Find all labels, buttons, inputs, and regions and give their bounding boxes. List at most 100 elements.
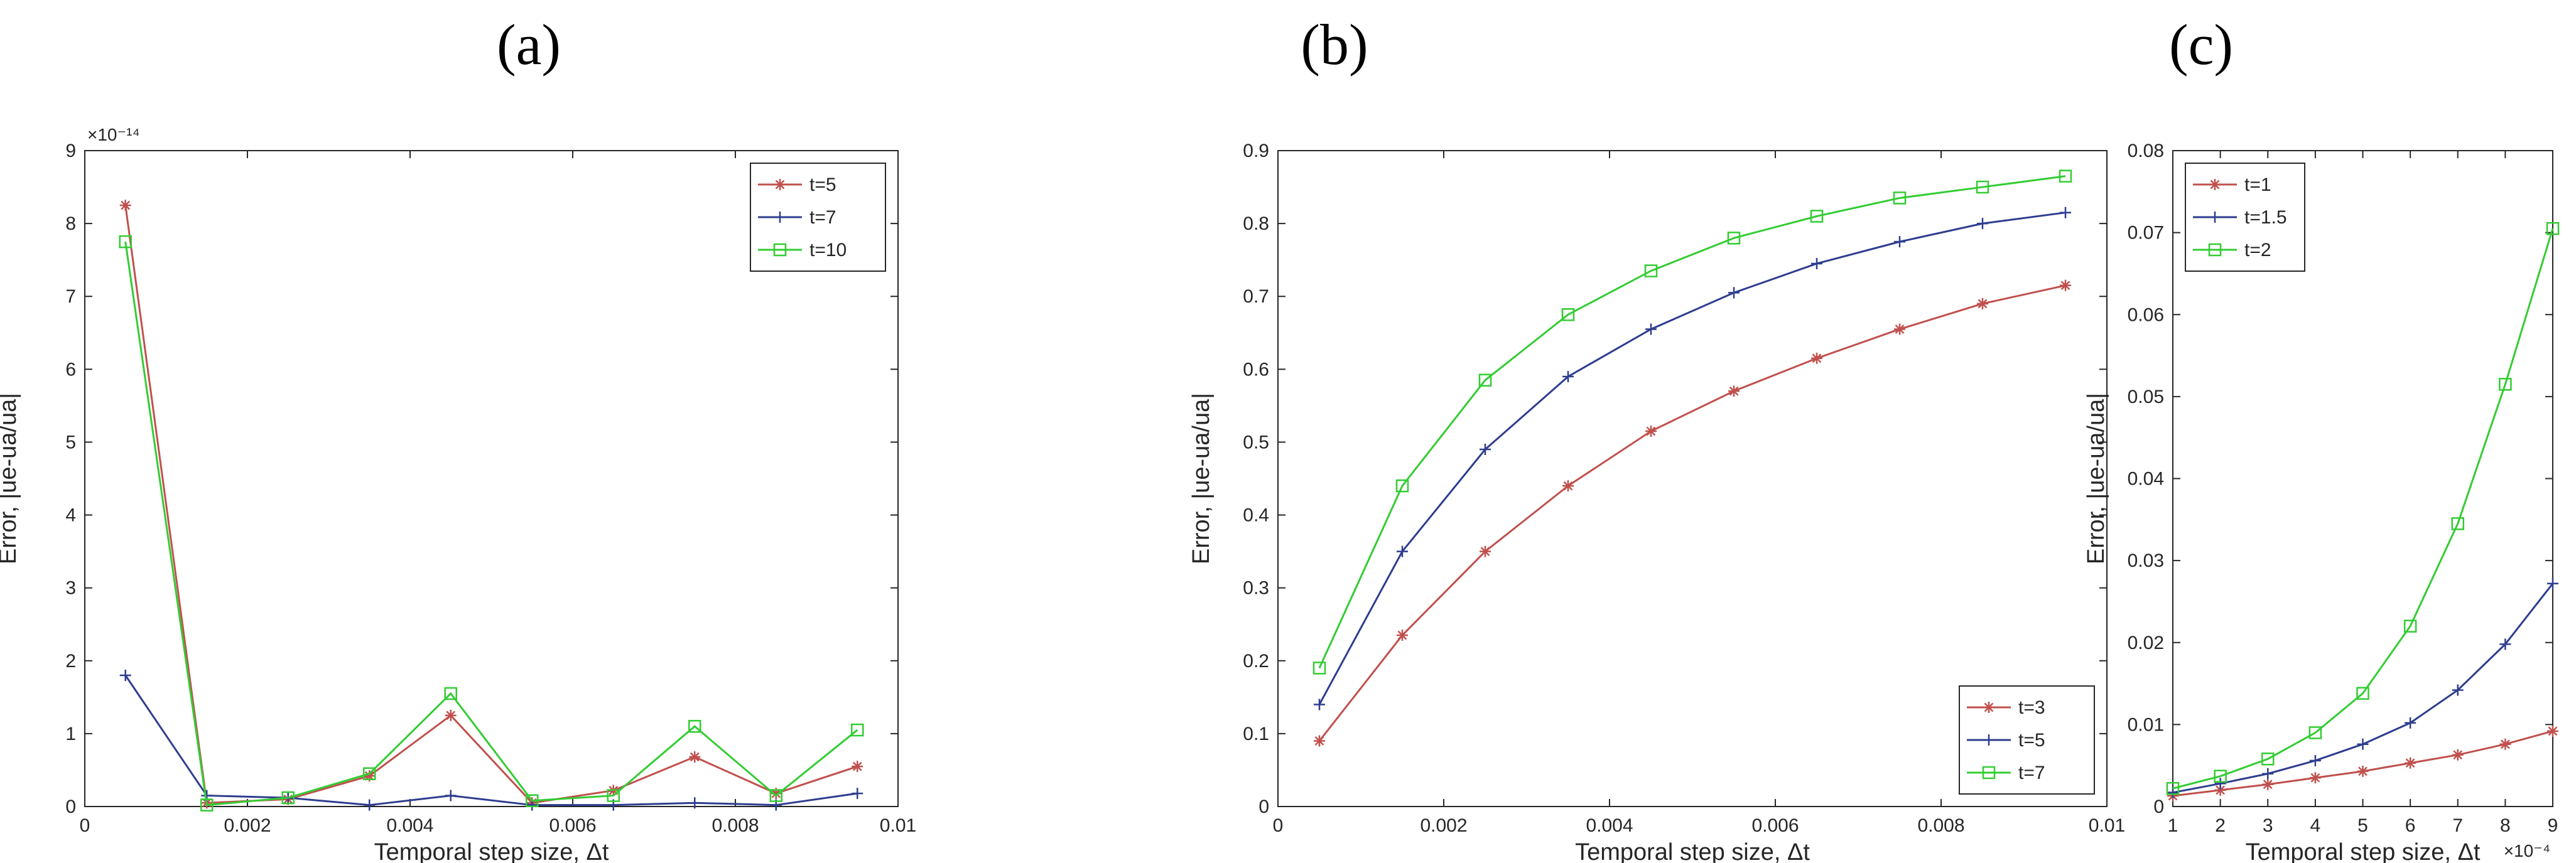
series-line-t=5 — [1318, 212, 2066, 705]
data-point — [2166, 782, 2180, 795]
data-point — [2452, 749, 2464, 761]
y-tick-label: 0.07 — [2128, 223, 2164, 244]
x-tick-label: 0.004 — [1586, 815, 1633, 836]
data-point — [1811, 257, 1822, 269]
x-tick-label: 0.01 — [2089, 815, 2125, 836]
x-tick-label: 0.006 — [549, 815, 596, 836]
data-point — [2262, 768, 2274, 780]
x-tick-label: 0.004 — [386, 815, 433, 836]
x-tick-label: 0.008 — [1917, 815, 1964, 836]
legend: t=5 t=7 t=10 — [750, 163, 886, 272]
series-line-t=10 — [124, 241, 858, 807]
y-tick-label: 3 — [65, 578, 76, 599]
data-point — [769, 789, 782, 802]
data-point — [2499, 378, 2512, 391]
legend-label: t=7 — [2018, 763, 2045, 783]
legend-marker — [1983, 702, 1994, 713]
data-point — [1894, 236, 1905, 248]
y-tick-label: 0.02 — [2128, 633, 2164, 653]
data-point — [119, 235, 132, 249]
chart-panel-2: 1 2 3 4 5 6 7 8 9 0 0.01 0.02 0.03 0.04 0.05 0.06 0.07 0.… — [2083, 141, 2560, 863]
legend-marker — [773, 243, 787, 257]
data-point — [2452, 684, 2464, 696]
x-tick-label: 3 — [2263, 815, 2273, 836]
data-point — [2357, 738, 2369, 750]
panel-label-a: (a) — [497, 13, 561, 77]
data-point — [364, 770, 376, 782]
data-point — [851, 723, 864, 737]
data-point — [2499, 738, 2511, 750]
y-tick-label: 9 — [65, 141, 76, 161]
data-point — [2060, 206, 2071, 218]
y-tick-label: 1 — [65, 724, 76, 744]
x-tick-label: 8 — [2500, 815, 2511, 836]
y-tick-label: 8 — [65, 213, 76, 234]
data-point — [363, 767, 376, 780]
axes-box — [84, 150, 899, 807]
series-line-t=7 — [124, 675, 858, 807]
data-point — [119, 200, 131, 212]
data-point — [119, 670, 131, 681]
x-tick-label: 0.01 — [880, 815, 916, 836]
series-line-t=7 — [1318, 175, 2066, 669]
data-point — [2309, 754, 2321, 766]
data-point — [2060, 279, 2071, 291]
y-axis-label: Error, |ue-ua/ua| — [2083, 393, 2109, 564]
legend-label: t=5 — [2018, 730, 2045, 751]
y-tick-label: 0 — [1258, 796, 1269, 817]
legend-marker — [774, 212, 786, 223]
y-axis-label: Error, |ue-ua/ua| — [1188, 393, 1215, 564]
legend-label: t=5 — [809, 174, 836, 195]
data-point — [607, 789, 620, 802]
data-point — [852, 788, 863, 800]
data-point — [2059, 169, 2072, 183]
chart-panel-1: 0 0.002 0.004 0.006 0.008 0.01 0 0.1 0.2 0.3 0.4 0.… — [1188, 141, 2125, 863]
data-point — [688, 720, 701, 733]
panel-label-c: (c) — [2169, 13, 2233, 77]
data-point — [1314, 699, 1325, 710]
data-point — [2309, 772, 2321, 784]
axes-box — [1277, 150, 2108, 807]
y-tick-label: 0.01 — [2128, 714, 2164, 735]
x-tick-label: 0.006 — [1751, 815, 1799, 836]
plot-area: 0 0.002 0.004 0.006 0.008 0.010123456789×10⁻¹… — [0, 125, 2560, 863]
data-point — [770, 788, 782, 800]
y-tick-label: 0.8 — [1243, 213, 1269, 234]
y-tick-label: 0.9 — [1243, 141, 1269, 161]
data-point — [1395, 479, 1409, 493]
legend-marker — [2209, 179, 2221, 190]
data-point — [1977, 218, 1988, 230]
data-point — [2405, 717, 2416, 729]
x-tick-label: 1 — [2168, 815, 2178, 836]
data-point — [2403, 619, 2417, 633]
data-point — [2261, 752, 2275, 766]
data-point — [526, 794, 539, 807]
data-point — [1314, 735, 1325, 747]
x-tick-label: 7 — [2452, 815, 2463, 836]
x-axis-label: Temporal step size, Δt — [1575, 839, 1810, 863]
legend-label: t=7 — [809, 207, 836, 228]
legend-label: t=1 — [2244, 174, 2271, 195]
y-tick-label: 0.04 — [2128, 469, 2164, 490]
data-point — [1976, 180, 1989, 194]
x-tick-label: 0.002 — [1420, 815, 1467, 836]
y-tick-label: 0.06 — [2128, 304, 2164, 325]
chart-panel-0: 0 0.002 0.004 0.006 0.008 0.01 0 1 2 3 4 5 6 7 8 9 ×10⁻¹… — [0, 125, 916, 863]
data-point — [445, 790, 457, 801]
y-tick-label: 0.1 — [1243, 724, 1269, 744]
x-multiplier: ×10⁻⁴ — [2504, 841, 2550, 860]
data-point — [2167, 786, 2178, 798]
data-point — [445, 709, 457, 721]
data-point — [2356, 687, 2369, 700]
y-tick-label: 0.2 — [1243, 651, 1269, 672]
legend: t=1 t=1.5 t=2 — [2185, 163, 2305, 272]
data-point — [2547, 725, 2558, 737]
legend-marker — [774, 179, 786, 190]
y-tick-label: 6 — [65, 359, 76, 380]
y-tick-label: 0.03 — [2128, 550, 2164, 571]
data-point — [200, 798, 214, 812]
data-point — [1977, 297, 1988, 309]
legend-label: t=1.5 — [2244, 207, 2287, 228]
data-point — [1562, 480, 1574, 492]
